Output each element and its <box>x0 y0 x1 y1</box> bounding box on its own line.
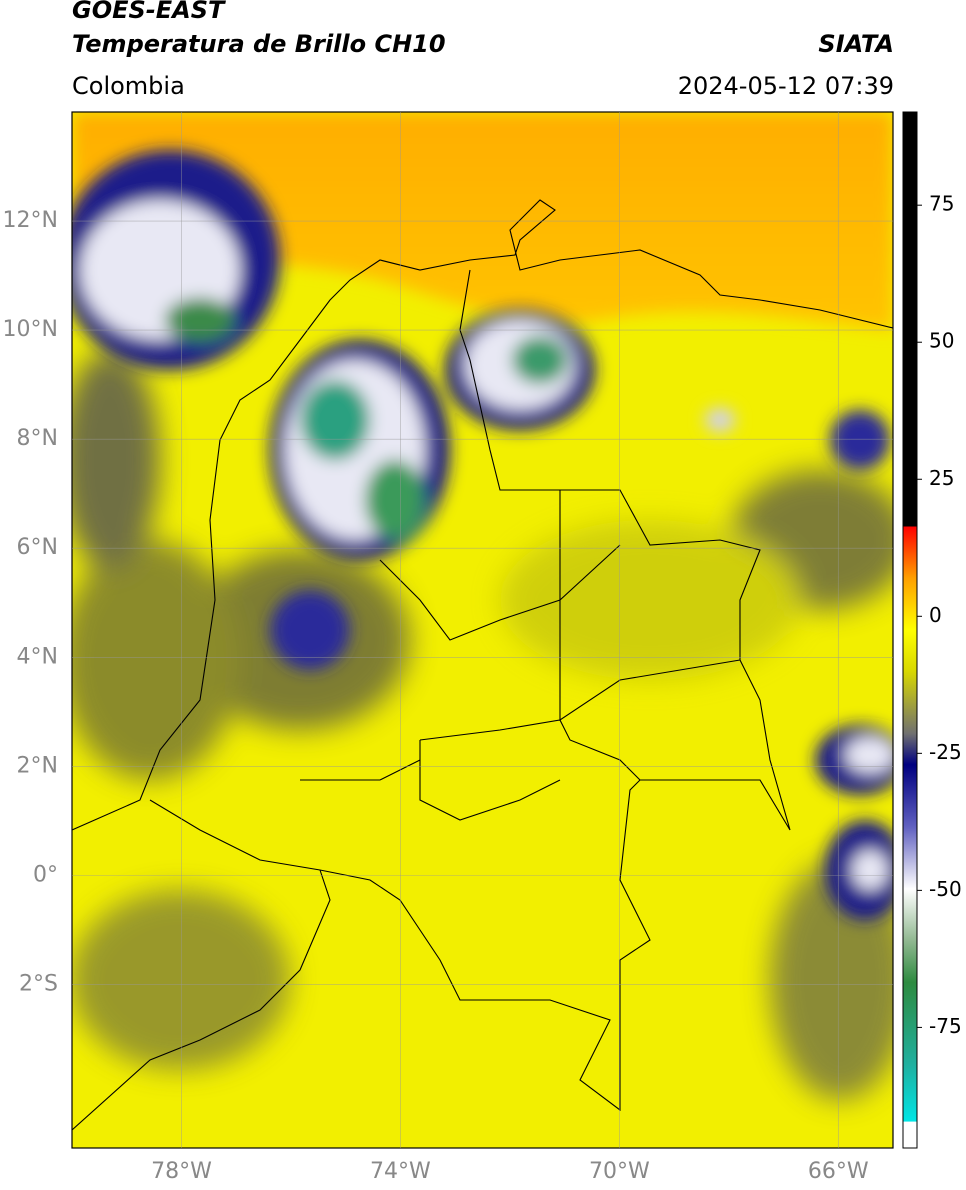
title: GOES-EAST <box>72 0 225 24</box>
y-tick-label: 10°N <box>3 317 58 342</box>
satellite-image <box>72 112 893 1148</box>
colorbar-tick-label: 25 <box>929 466 954 490</box>
x-tick-label: 78°W <box>151 1159 212 1184</box>
colorbar-tick-label: 50 <box>929 329 954 353</box>
colorbar-tick-label: -25 <box>929 740 962 764</box>
region: Colombia <box>72 72 185 100</box>
x-tick-label: 70°W <box>589 1159 650 1184</box>
y-tick-label: 12°N <box>3 208 58 233</box>
x-tick-label: 74°W <box>370 1159 431 1184</box>
colorbar-tick-label: 0 <box>929 603 942 627</box>
y-tick-label: 2°S <box>19 971 58 996</box>
colorbar <box>902 111 918 1149</box>
datetime: 2024-05-12 07:39 <box>677 72 894 100</box>
colorbar-tick-label: -75 <box>929 1014 962 1038</box>
y-tick-label: 0° <box>33 862 58 887</box>
source: SIATA <box>818 30 894 58</box>
y-tick-label: 6°N <box>17 535 58 560</box>
map-frame <box>71 111 894 1149</box>
x-tick-label: 66°W <box>808 1159 869 1184</box>
y-tick-label: 8°N <box>17 426 58 451</box>
colorbar-tick-label: 75 <box>929 192 954 216</box>
y-tick-label: 4°N <box>17 644 58 669</box>
colorbar-tick-label: -50 <box>929 877 962 901</box>
y-tick-label: 2°N <box>17 753 58 778</box>
subtitle: Temperatura de Brillo CH10 <box>72 30 446 58</box>
